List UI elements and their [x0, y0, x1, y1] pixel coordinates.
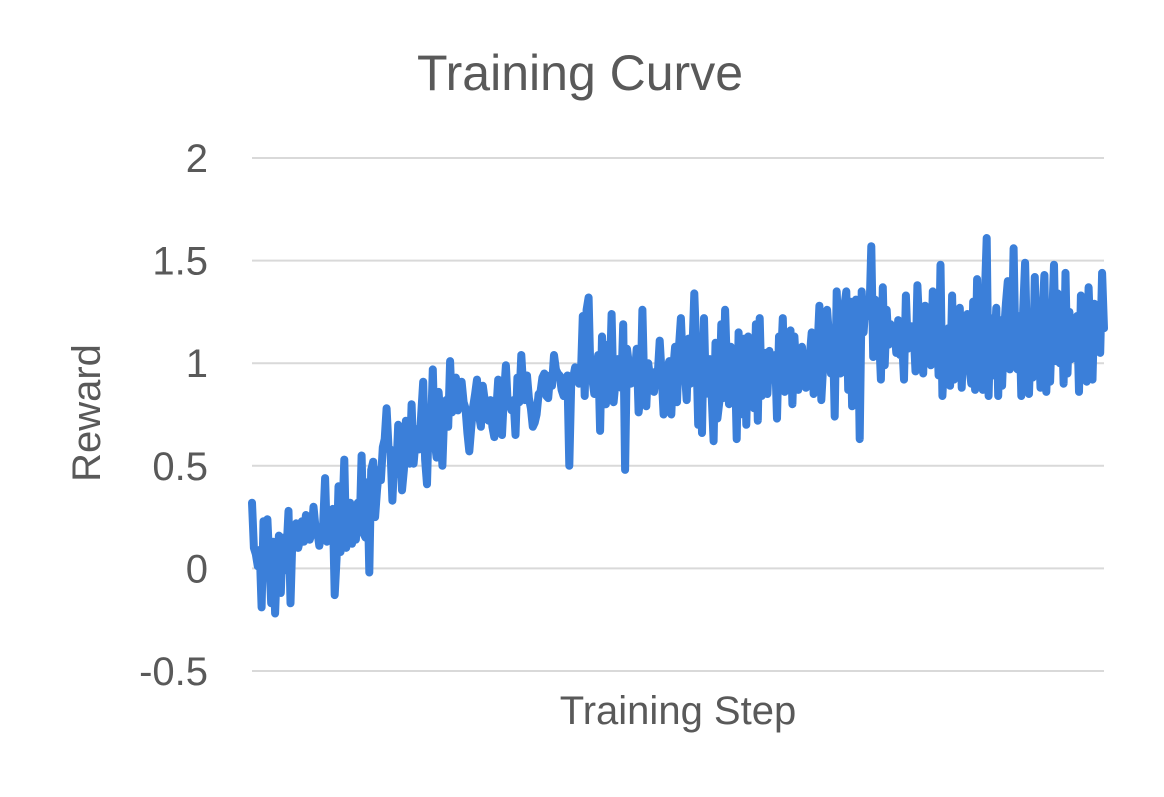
- y-axis-label: Reward: [65, 344, 109, 482]
- y-tick-label: 0.5: [152, 445, 208, 489]
- x-axis-label: Training Step: [560, 689, 796, 733]
- chart-title: Training Curve: [417, 45, 743, 101]
- y-tick-label: 1: [186, 342, 208, 386]
- gridlines: [252, 157, 1104, 672]
- y-tick-labels: 2 1.5 1 0.5 0 -0.5: [139, 137, 208, 694]
- y-tick-label: 1.5: [152, 240, 208, 284]
- y-tick-label: -0.5: [139, 650, 208, 694]
- y-tick-label: 2: [186, 137, 208, 181]
- y-tick-label: 0: [186, 547, 208, 591]
- reward-series-line: [248, 234, 1108, 618]
- series-layer: [248, 234, 1108, 618]
